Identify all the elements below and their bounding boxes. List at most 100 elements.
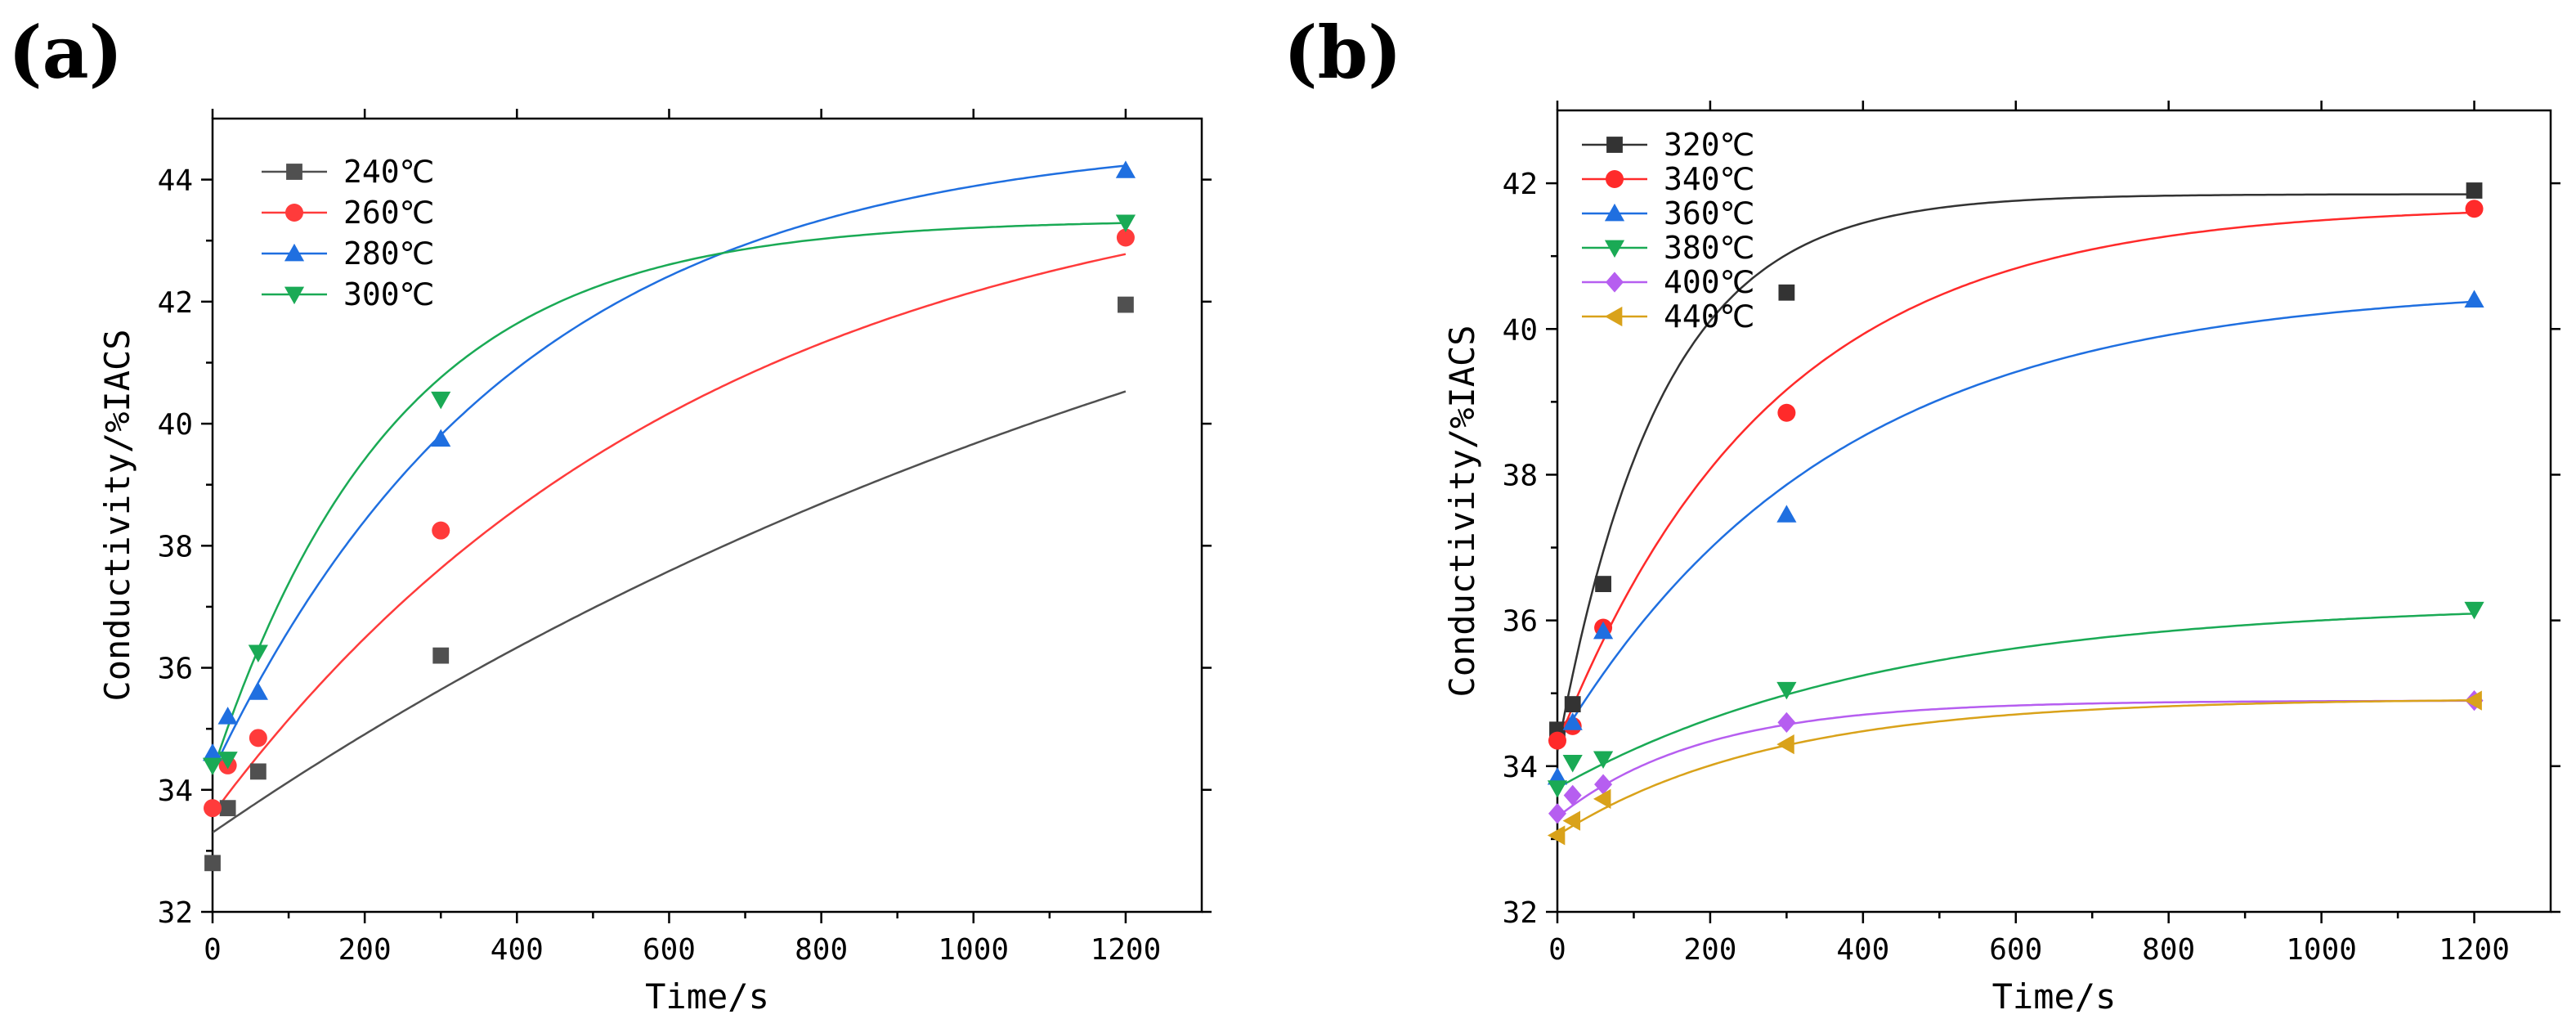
fit-curve-240℃ xyxy=(213,390,1127,834)
legend-marker xyxy=(1604,240,1625,258)
data-point xyxy=(1776,734,1794,755)
data-point xyxy=(1777,403,1796,422)
x-axis-title: Time/s xyxy=(1992,976,2117,1017)
y-tick-label: 42 xyxy=(158,286,193,320)
x-tick-label: 800 xyxy=(795,933,848,967)
data-point xyxy=(1547,780,1568,798)
legend-label: 260℃ xyxy=(343,195,434,231)
x-tick-label: 600 xyxy=(643,933,696,967)
x-tick-label: 1000 xyxy=(2286,933,2357,967)
legend-marker xyxy=(1606,170,1624,188)
panel-label: (a) xyxy=(8,10,123,95)
data-point xyxy=(1115,214,1136,232)
x-axis-title: Time/s xyxy=(645,976,769,1017)
x-tick-label: 1200 xyxy=(1091,933,1162,967)
x-tick-label: 0 xyxy=(204,933,222,967)
legend-label: 440℃ xyxy=(1664,299,1754,334)
y-tick-label: 32 xyxy=(1503,896,1538,930)
fit-curve-360℃ xyxy=(1557,300,2475,745)
legend-label: 320℃ xyxy=(1664,127,1754,163)
data-point xyxy=(432,647,450,664)
data-point xyxy=(1777,712,1796,734)
data-point xyxy=(217,707,238,725)
data-point xyxy=(2464,690,2482,711)
data-point xyxy=(1778,284,1795,301)
data-point xyxy=(1562,712,1583,730)
data-point xyxy=(219,800,236,817)
plot-frame xyxy=(211,117,1203,914)
legend-label: 280℃ xyxy=(343,236,434,272)
legend-marker xyxy=(1604,203,1625,222)
data-point xyxy=(2464,601,2484,620)
data-point xyxy=(1548,803,1566,824)
legend-marker xyxy=(1606,272,1624,293)
y-tick-label: 34 xyxy=(1503,751,1538,784)
x-tick-label: 1200 xyxy=(2439,933,2510,967)
data-point xyxy=(1776,505,1797,523)
x-tick-label: 0 xyxy=(1548,933,1566,967)
legend-marker xyxy=(285,204,303,222)
fit-curve-300℃ xyxy=(213,222,1126,772)
x-tick-label: 800 xyxy=(2142,933,2195,967)
data-point xyxy=(1115,160,1136,178)
x-tick-label: 200 xyxy=(338,933,392,967)
panel-label: (b) xyxy=(1284,10,1402,95)
fit-curve-380℃ xyxy=(1557,613,2475,789)
data-point xyxy=(1776,681,1797,700)
plot-frame xyxy=(1556,109,2552,914)
legend-label: 340℃ xyxy=(1664,161,1754,197)
data-point xyxy=(204,855,221,872)
legend-marker xyxy=(286,164,302,180)
data-point xyxy=(1118,296,1134,313)
data-point xyxy=(204,799,222,818)
data-point xyxy=(2465,200,2484,218)
data-point xyxy=(1564,696,1581,712)
data-point xyxy=(249,729,267,747)
panel-b: (b) 0 200 400 600 800 1000 1200 32 34 36 38 40 42 Time… xyxy=(1284,10,2560,1017)
data-point xyxy=(2464,290,2484,308)
data-point xyxy=(1547,767,1568,785)
y-tick-label: 40 xyxy=(1503,313,1538,347)
fit-curve-400℃ xyxy=(1557,699,2475,819)
y-tick-label: 42 xyxy=(1503,168,1538,201)
data-point xyxy=(1547,825,1566,846)
data-point xyxy=(1594,774,1613,795)
data-point xyxy=(248,644,268,662)
data-point xyxy=(1593,788,1611,810)
legend-label: 400℃ xyxy=(1664,264,1754,300)
x-tick-label: 600 xyxy=(1989,933,2042,967)
y-tick-label: 38 xyxy=(1503,459,1538,492)
data-point xyxy=(249,763,267,780)
x-tick-label: 400 xyxy=(491,933,544,967)
data-point xyxy=(1548,731,1566,750)
legend-marker xyxy=(284,243,305,262)
data-point xyxy=(1116,228,1135,247)
fit-curve-260℃ xyxy=(213,253,1127,815)
y-axis-title: Conductivity/%IACS xyxy=(97,329,137,701)
data-point xyxy=(1562,810,1581,831)
x-tick-label: 1000 xyxy=(938,933,1009,967)
data-point xyxy=(202,757,223,776)
data-point xyxy=(202,743,223,761)
legend-marker xyxy=(284,286,305,305)
fit-curve-320℃ xyxy=(1557,193,2475,752)
data-point xyxy=(1593,751,1614,770)
y-tick-label: 32 xyxy=(158,896,193,930)
legend-label: 360℃ xyxy=(1664,195,1754,231)
data-point xyxy=(217,752,238,770)
y-tick-label: 36 xyxy=(1503,605,1538,639)
y-tick-label: 44 xyxy=(158,164,193,198)
data-point xyxy=(248,682,268,700)
data-point xyxy=(432,521,450,540)
legend-marker xyxy=(1606,137,1623,153)
legend-label: 300℃ xyxy=(343,276,434,312)
y-tick-label: 34 xyxy=(158,774,193,808)
legend-label: 380℃ xyxy=(1664,230,1754,266)
legend-label: 240℃ xyxy=(343,154,434,190)
legend-marker xyxy=(1604,306,1623,327)
data-point xyxy=(1562,755,1583,773)
fit-curve-340℃ xyxy=(1557,211,2475,745)
data-point xyxy=(431,391,451,410)
data-point xyxy=(431,429,451,447)
